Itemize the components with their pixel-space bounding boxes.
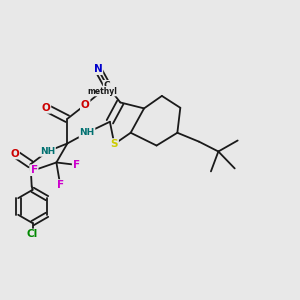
Text: NH: NH — [40, 147, 55, 156]
Text: methyl: methyl — [87, 87, 117, 96]
Text: N: N — [94, 64, 102, 74]
Text: Cl: Cl — [27, 230, 38, 239]
Text: O: O — [81, 100, 90, 110]
Text: S: S — [111, 139, 118, 149]
Text: F: F — [73, 160, 80, 170]
Text: O: O — [11, 148, 19, 159]
Text: F: F — [31, 165, 38, 175]
Text: O: O — [42, 103, 50, 113]
Text: NH: NH — [80, 128, 94, 137]
Text: C: C — [103, 81, 110, 90]
Text: F: F — [57, 180, 64, 190]
